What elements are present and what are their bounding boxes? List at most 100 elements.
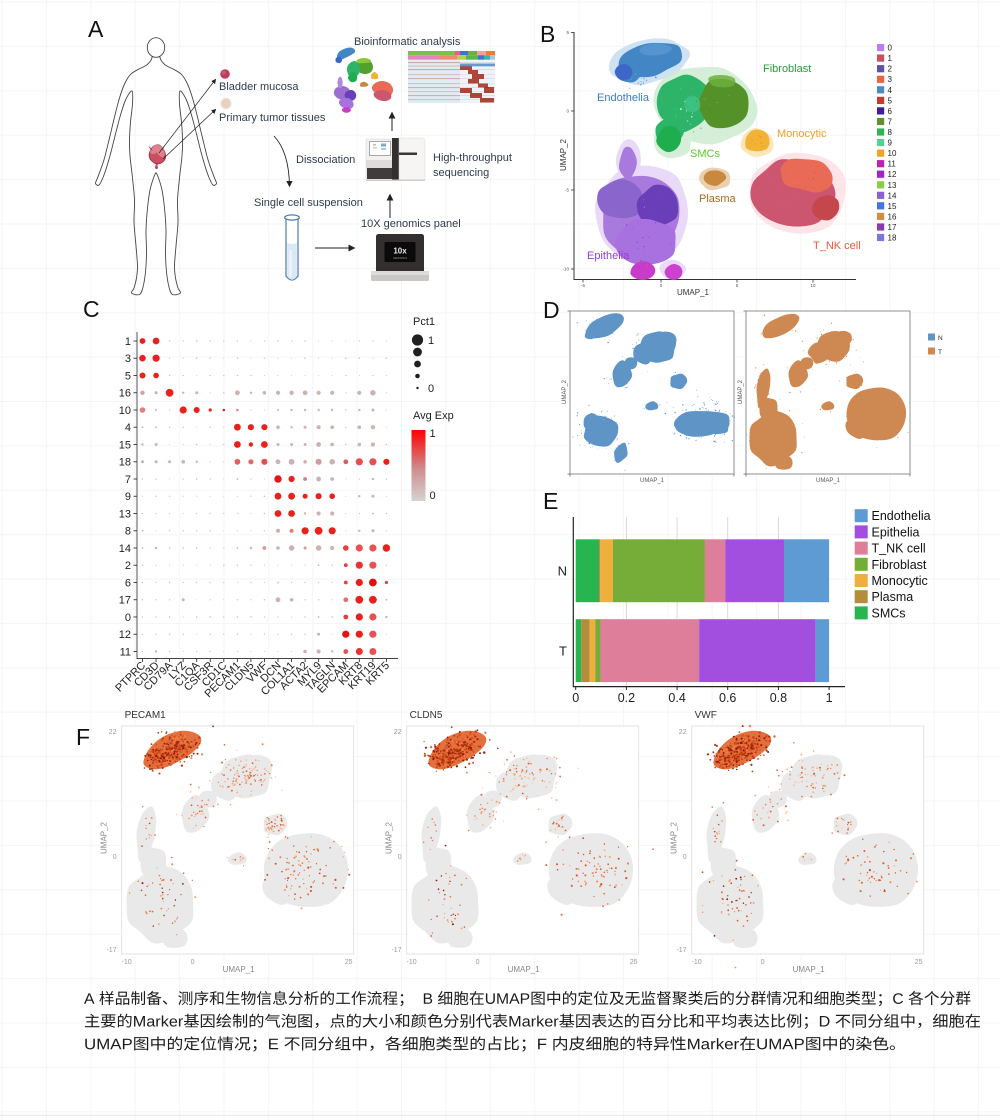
svg-text:5: 5 — [566, 30, 569, 35]
svg-text:0.2: 0.2 — [618, 691, 635, 705]
svg-text:22: 22 — [109, 729, 117, 736]
svg-text:UMAP_2: UMAP_2 — [738, 379, 744, 404]
svg-text:11: 11 — [888, 160, 897, 169]
svg-text:sequencing: sequencing — [433, 167, 489, 179]
svg-text:Endothelia: Endothelia — [872, 509, 931, 523]
svg-text:12: 12 — [888, 170, 897, 179]
svg-text:Monocytic: Monocytic — [872, 574, 928, 588]
svg-text:Bioinformatic analysis: Bioinformatic analysis — [354, 36, 461, 48]
svg-text:UMAP_2: UMAP_2 — [562, 379, 568, 404]
svg-text:0: 0 — [660, 283, 663, 288]
svg-text:-10: -10 — [692, 959, 702, 966]
svg-text:3: 3 — [888, 75, 893, 84]
svg-text:22: 22 — [679, 729, 687, 736]
svg-text:E: E — [543, 488, 558, 514]
svg-text:-10: -10 — [562, 267, 569, 272]
svg-text:5: 5 — [125, 370, 131, 382]
svg-text:10X genomics panel: 10X genomics panel — [361, 218, 461, 230]
svg-text:-5: -5 — [565, 188, 569, 193]
svg-text:4: 4 — [125, 422, 131, 434]
svg-text:SMCs: SMCs — [690, 148, 720, 160]
svg-text:0.8: 0.8 — [770, 691, 787, 705]
svg-text:Bladder mucosa: Bladder mucosa — [219, 81, 299, 93]
svg-text:15: 15 — [119, 439, 131, 451]
svg-text:Endothelia: Endothelia — [597, 92, 650, 104]
svg-text:8: 8 — [125, 526, 131, 538]
svg-text:UMAP_1: UMAP_1 — [508, 965, 541, 974]
svg-text:UMAP_2: UMAP_2 — [670, 821, 679, 854]
svg-text:Plasma: Plasma — [872, 590, 914, 604]
svg-text:0: 0 — [572, 691, 579, 705]
svg-text:Epithelia: Epithelia — [872, 525, 920, 539]
svg-text:N: N — [558, 564, 567, 579]
svg-text:17: 17 — [888, 223, 897, 232]
svg-text:3: 3 — [125, 353, 131, 365]
svg-text:UMAP_2: UMAP_2 — [385, 821, 394, 854]
svg-text:1: 1 — [826, 691, 833, 705]
svg-text:13: 13 — [888, 181, 897, 190]
svg-text:6: 6 — [125, 577, 131, 589]
svg-text:10x: 10x — [393, 247, 407, 256]
svg-text:0: 0 — [428, 383, 434, 395]
svg-text:1: 1 — [430, 428, 436, 440]
svg-text:7: 7 — [125, 474, 131, 486]
svg-text:PECAM1: PECAM1 — [125, 710, 167, 721]
svg-text:UMAP_1: UMAP_1 — [816, 478, 841, 484]
svg-text:-5: -5 — [581, 283, 585, 288]
svg-text:1: 1 — [125, 336, 131, 348]
svg-text:-10: -10 — [122, 959, 132, 966]
svg-text:0: 0 — [191, 959, 195, 966]
svg-text:0: 0 — [476, 959, 480, 966]
svg-text:UMAP_1: UMAP_1 — [640, 478, 665, 484]
svg-text:17: 17 — [119, 595, 131, 607]
svg-text:15: 15 — [888, 202, 897, 211]
svg-text:T: T — [938, 349, 942, 356]
svg-text:7: 7 — [888, 118, 893, 127]
svg-text:F: F — [76, 724, 90, 750]
svg-text:-10: -10 — [407, 959, 417, 966]
svg-text:16: 16 — [888, 212, 897, 221]
svg-text:0: 0 — [683, 854, 687, 861]
svg-text:9: 9 — [888, 139, 893, 148]
svg-text:0: 0 — [113, 854, 117, 861]
svg-text:9: 9 — [125, 491, 131, 503]
svg-text:4: 4 — [888, 86, 893, 95]
svg-text:-17: -17 — [106, 947, 116, 954]
svg-text:C: C — [83, 296, 100, 322]
svg-text:Plasma: Plasma — [699, 193, 737, 205]
svg-text:UMAP_1: UMAP_1 — [223, 965, 256, 974]
svg-text:Pct1: Pct1 — [413, 316, 435, 328]
svg-text:2: 2 — [125, 560, 131, 572]
svg-text:0: 0 — [888, 44, 893, 53]
svg-text:A: A — [88, 16, 104, 42]
svg-text:0.4: 0.4 — [668, 691, 685, 705]
svg-text:8: 8 — [888, 128, 893, 137]
svg-text:Epithelia: Epithelia — [587, 250, 630, 262]
svg-text:T_NK cell: T_NK cell — [813, 240, 861, 252]
svg-text:Monocytic: Monocytic — [777, 128, 827, 140]
svg-text:14: 14 — [119, 543, 131, 555]
svg-text:VWF: VWF — [695, 710, 717, 721]
svg-text:18: 18 — [888, 234, 897, 243]
svg-text:18: 18 — [119, 457, 131, 469]
svg-text:11: 11 — [120, 646, 131, 658]
svg-text:N: N — [938, 335, 943, 342]
svg-text:D: D — [543, 297, 560, 323]
svg-text:1: 1 — [888, 54, 893, 63]
svg-text:Primary tumor tissues: Primary tumor tissues — [219, 112, 326, 124]
svg-text:5: 5 — [888, 96, 893, 105]
svg-text:6: 6 — [888, 107, 893, 116]
svg-text:Fibroblast: Fibroblast — [872, 558, 927, 572]
svg-text:Single cell suspension: Single cell suspension — [254, 197, 363, 209]
svg-text:Fibroblast: Fibroblast — [763, 63, 811, 75]
svg-text:13: 13 — [119, 508, 131, 520]
svg-text:T: T — [559, 644, 567, 659]
svg-text:GENOMICS: GENOMICS — [393, 256, 407, 260]
svg-text:5: 5 — [736, 283, 739, 288]
svg-text:0: 0 — [398, 854, 402, 861]
svg-text:22: 22 — [394, 729, 402, 736]
svg-text:0.6: 0.6 — [719, 691, 736, 705]
svg-text:2: 2 — [888, 65, 893, 74]
svg-text:14: 14 — [888, 191, 897, 200]
svg-text:10: 10 — [119, 405, 131, 417]
